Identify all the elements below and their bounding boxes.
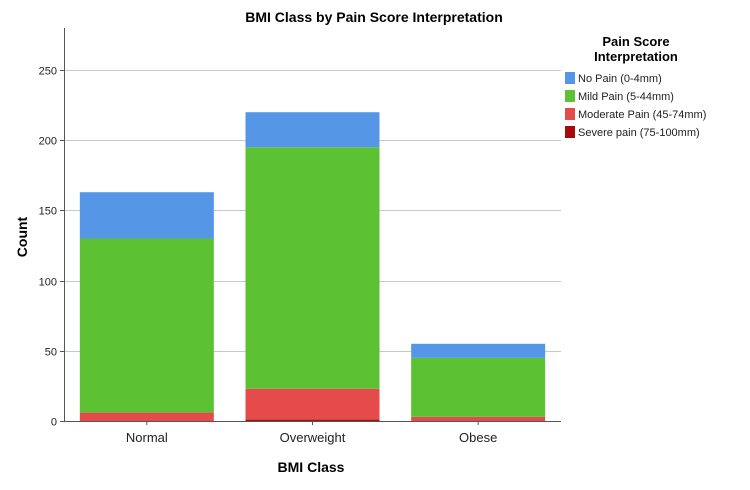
bar-normal-no <box>79 192 214 239</box>
bar-obese-moderate <box>411 416 546 421</box>
y-tick-label-250: 250 <box>39 66 57 78</box>
legend-label-1: Mild Pain (5-44mm) <box>578 91 674 103</box>
bar-normal-mild <box>79 238 214 413</box>
bar-overweight-no <box>245 112 380 148</box>
bar-overweight-mild <box>245 147 380 389</box>
y-tick-label-0: 0 <box>51 417 57 429</box>
bar-obese-mild <box>411 357 546 417</box>
y-axis-title: Count <box>14 216 30 257</box>
x-tick-label-overweight: Overweight <box>280 430 346 445</box>
y-tick-label-150: 150 <box>39 206 57 218</box>
legend-label-2: Moderate Pain (45-74mm) <box>578 109 706 121</box>
y-tick-label-100: 100 <box>39 277 57 289</box>
bars-layer <box>79 112 546 421</box>
legend-swatch-0 <box>565 72 575 84</box>
legend-title-line-0: Pain Score <box>602 34 669 49</box>
x-tick-label-normal: Normal <box>126 430 168 445</box>
legend-swatch-1 <box>565 90 575 102</box>
bar-overweight-moderate <box>245 388 380 420</box>
legend-swatch-2 <box>565 108 575 120</box>
bar-normal-moderate <box>79 412 214 421</box>
legend-swatch-3 <box>565 126 575 138</box>
bar-overweight-severe <box>245 419 380 421</box>
legend-title-line-1: Interpretation <box>594 49 678 64</box>
bar-obese-no <box>411 343 546 358</box>
y-tick-label-50: 50 <box>45 347 57 359</box>
legend-label-3: Severe pain (75-100mm) <box>578 127 700 139</box>
x-axis-title: BMI Class <box>278 459 345 475</box>
chart-title: BMI Class by Pain Score Interpretation <box>245 9 503 25</box>
axis-layer: 0 50 100 150 200 250 Normal Overweight Obese <box>39 28 561 445</box>
x-tick-label-obese: Obese <box>459 430 497 445</box>
legend-label-0: No Pain (0-4mm) <box>578 73 662 85</box>
y-tick-label-200: 200 <box>39 136 57 148</box>
